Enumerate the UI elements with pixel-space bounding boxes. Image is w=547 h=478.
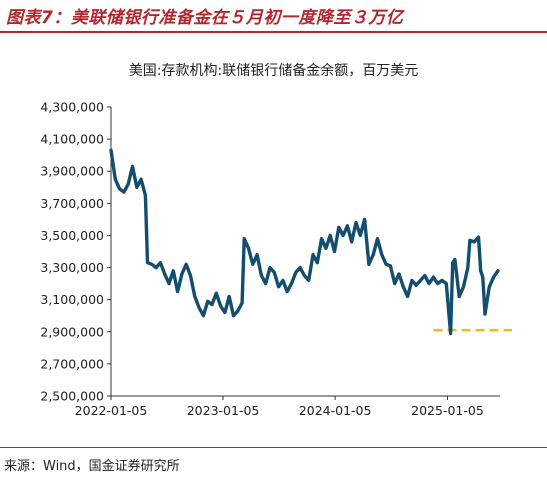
chart-axes bbox=[107, 106, 500, 400]
y-tick-label: 3,900,000 bbox=[40, 164, 104, 179]
y-tick-label: 3,300,000 bbox=[40, 260, 104, 275]
figure-title: 图表7：美联储银行准备金在５月初一度降至３万亿 bbox=[6, 8, 404, 28]
y-tick-label: 2,700,000 bbox=[40, 356, 104, 371]
title-rule bbox=[0, 31, 547, 33]
y-tick-label: 3,700,000 bbox=[40, 196, 104, 211]
y-tick-label: 4,100,000 bbox=[40, 132, 104, 147]
y-tick-label: 3,500,000 bbox=[40, 228, 104, 243]
y-tick-label: 3,100,000 bbox=[40, 292, 104, 307]
y-tick-label: 2,900,000 bbox=[40, 324, 104, 339]
y-tick-label: 4,300,000 bbox=[40, 100, 104, 115]
x-axis-labels: 2022-01-05 2023-01-05 2024-01-05 2025-01-05 bbox=[75, 403, 484, 418]
x-tick-label: 2022-01-05 bbox=[75, 403, 148, 418]
series-line bbox=[109, 148, 500, 336]
chart-subtitle: 美国:存款机构:联储银行储备金余额，百万美元 bbox=[128, 63, 419, 79]
y-axis-labels: 4,300,000 4,100,000 3,900,000 3,700,000 3,50… bbox=[40, 100, 104, 404]
x-tick-label: 2023-01-05 bbox=[187, 403, 260, 418]
x-tick-label: 2025-01-05 bbox=[411, 403, 484, 418]
y-tick-label: 2,500,000 bbox=[40, 389, 104, 404]
source-rule bbox=[0, 447, 547, 448]
source-note: 来源：Wind，国金证券研究所 bbox=[4, 459, 180, 474]
x-tick-label: 2024-01-05 bbox=[299, 403, 372, 418]
